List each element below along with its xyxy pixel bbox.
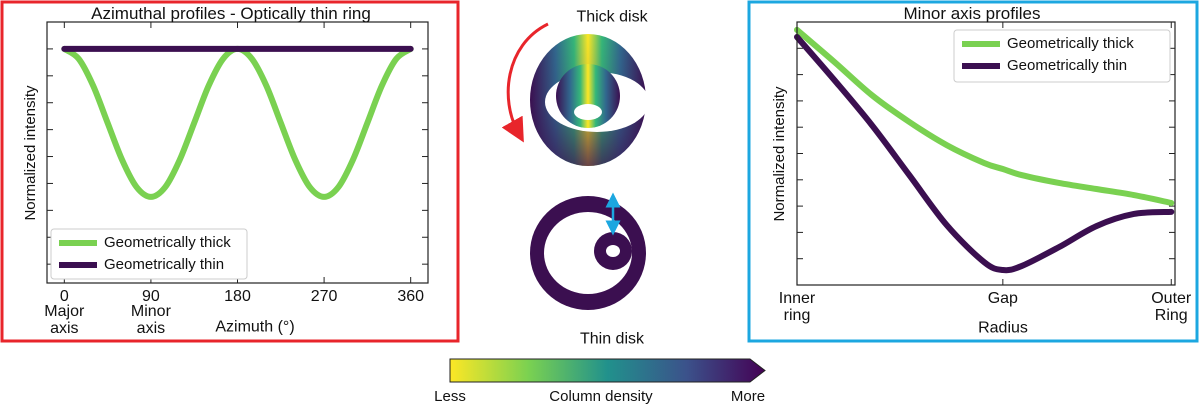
x-tick-label: 0: [59, 288, 69, 305]
series-line: [61, 45, 414, 200]
plot-frame: [796, 21, 1176, 286]
colorbar-high-label: More: [730, 388, 766, 406]
x-tick-label: 360: [397, 288, 425, 305]
x-tick-label: Outer Ring: [1151, 290, 1192, 324]
chart-title: Minor axis profiles: [903, 4, 1041, 24]
x-axis-label: Radius: [978, 319, 1028, 337]
plot-frame: [46, 21, 429, 284]
series-line: [794, 33, 1175, 274]
annotation: Major axis: [44, 303, 85, 337]
colorbar: [449, 358, 766, 383]
thick-disk-label: Thick disk: [576, 8, 648, 26]
colorbar-low-label: Less: [434, 388, 466, 406]
right-panel-frame: [747, 0, 1199, 343]
series-line: [794, 26, 1175, 206]
colorbar-label: Column density: [549, 388, 653, 406]
y-axis-label: Normalized intensity: [771, 85, 789, 222]
x-tick-label: Gap: [987, 290, 1018, 307]
legend-label: Geometrically thin: [104, 256, 225, 274]
legend-label: Geometrically thick: [104, 234, 231, 252]
x-tick-label: 270: [310, 288, 338, 305]
chart-title: Azimuthal profiles - Optically thin ring: [91, 4, 371, 24]
legend-box: [953, 29, 1171, 83]
x-tick-label: 90: [142, 288, 160, 305]
x-axis-label: Azimuth (°): [215, 318, 295, 336]
thin-disk: [530, 196, 646, 310]
legend-box: [50, 228, 248, 280]
left-panel-frame: [0, 0, 460, 343]
legend-label: Geometrically thin: [1007, 57, 1128, 75]
rotation-arrow: [501, 22, 549, 143]
thick-disk: [530, 34, 649, 166]
annotation: Minor axis: [130, 303, 171, 337]
x-tick-label: 180: [224, 288, 251, 305]
x-tick-label: Inner ring: [778, 290, 816, 324]
y-axis-label: Normalized intensity: [22, 84, 40, 221]
legend-label: Geometrically thick: [1007, 35, 1134, 53]
thin-disk-label: Thin disk: [579, 330, 645, 348]
